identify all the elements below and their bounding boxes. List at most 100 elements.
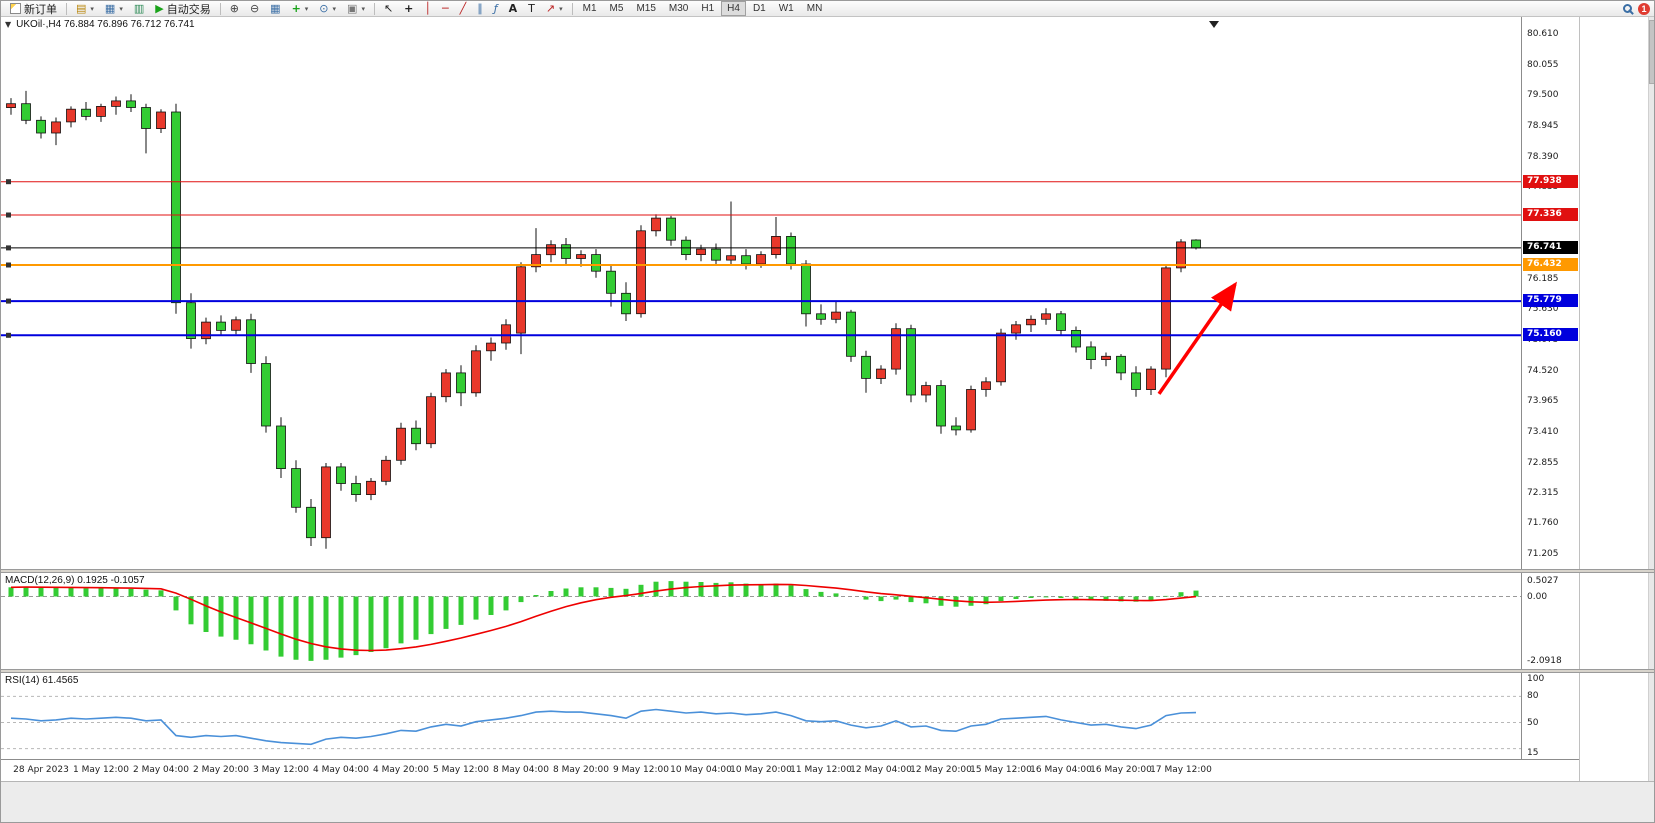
time-axis-label: 15 May 12:00 [970, 765, 1032, 775]
crosshair-icon: + [404, 1, 414, 15]
label-tool-icon: T [528, 1, 535, 15]
rsi-title-bar: RSI(14) 61.4565 [5, 675, 79, 686]
channel-icon: ∥ [477, 1, 483, 15]
price-badge: 75.779 [1523, 294, 1578, 307]
zoom-out-button[interactable]: ⊖ [245, 1, 264, 16]
zoom-out-icon: ⊖ [249, 1, 260, 15]
template-icon: ▣ [347, 1, 358, 15]
price-axis-label: 71.760 [1527, 518, 1559, 528]
tf-button-m30[interactable]: M30 [663, 1, 694, 16]
price-axis-label: 78.945 [1527, 121, 1559, 131]
pane-resize-divider[interactable] [1, 569, 1654, 573]
template-button[interactable]: ▣ ▾ [342, 1, 370, 16]
scrollbar-thumb[interactable] [1649, 20, 1654, 84]
notification-badge[interactable]: 1 [1638, 2, 1650, 15]
grid-button[interactable]: ▦ [265, 1, 285, 16]
channel-tool-button[interactable]: ∥ [472, 1, 488, 16]
macd-axis[interactable]: 0.5027 0.00 -2.0918 [1521, 573, 1579, 669]
plus-icon: + [291, 1, 301, 15]
time-axis-label: 2 May 04:00 [133, 765, 189, 775]
vline-tool-button[interactable]: │ [419, 1, 436, 16]
arrows-tool-button[interactable]: ↗ ▾ [541, 1, 568, 16]
tf-button-m15[interactable]: M15 [630, 1, 661, 16]
price-axis-label: 73.410 [1527, 427, 1559, 437]
time-axis-label: 1 May 12:00 [73, 765, 129, 775]
tf-button-m1[interactable]: M1 [577, 1, 603, 16]
time-axis-label: 2 May 20:00 [193, 765, 249, 775]
profiles-button[interactable]: ▦ ▾ [100, 1, 128, 16]
time-axis-label: 12 May 20:00 [910, 765, 972, 775]
new-order-icon [10, 3, 21, 14]
chevron-down-icon: ▾ [332, 4, 337, 13]
vertical-scrollbar[interactable] [1648, 17, 1654, 781]
rsi-pane: RSI(14) 61.4565 100 80 50 15 [1, 673, 1579, 759]
bottom-strip [1, 781, 1654, 822]
price-badge: 76.432 [1523, 258, 1578, 271]
new-order-button[interactable]: 新订单 [5, 1, 62, 16]
price-badge: 77.336 [1523, 208, 1578, 221]
toolbar-separator [219, 2, 221, 15]
macd-axis-label: 0.00 [1527, 592, 1548, 602]
tf-button-d1[interactable]: D1 [747, 1, 772, 16]
zoom-in-button[interactable]: ⊕ [225, 1, 244, 16]
rsi-chart-canvas[interactable] [1, 673, 1521, 759]
label-tool-button[interactable]: T [523, 1, 540, 16]
toolbar-right-group: 1 [1623, 2, 1652, 15]
pane-resize-divider[interactable] [1, 669, 1654, 673]
search-icon[interactable] [1623, 4, 1632, 13]
new-order-label: 新订单 [24, 3, 57, 16]
trendline-tool-button[interactable]: ╱ [455, 1, 472, 16]
rsi-axis[interactable]: 100 80 50 15 [1521, 673, 1579, 759]
chart-title-bar: ▼ UKOil·,H4 76.884 76.896 76.712 76.741 [5, 19, 195, 30]
chart-title: UKOil·,H4 76.884 76.896 76.712 76.741 [16, 19, 195, 30]
hline-tool-button[interactable]: ─ [437, 1, 454, 16]
price-axis[interactable]: 80.61080.05579.50078.94578.39077.83577.2… [1521, 17, 1579, 569]
charts-button[interactable]: ▤ ▾ [71, 1, 99, 16]
add-indicator-button[interactable]: + ▾ [287, 1, 314, 16]
macd-chart-canvas[interactable] [1, 573, 1521, 669]
tf-button-mn[interactable]: MN [801, 1, 829, 16]
cursor-icon: ↖ [383, 1, 394, 15]
time-axis[interactable]: 28 Apr 2023 1 May 12:00 2 May 04:00 2 May 2… [1, 759, 1579, 781]
price-axis-label: 79.500 [1527, 90, 1559, 100]
grid-icon: ▦ [270, 1, 281, 15]
text-tool-button[interactable]: A [504, 1, 523, 16]
price-pane: ▼ UKOil·,H4 76.884 76.896 76.712 76.741 … [1, 17, 1579, 569]
time-axis-label: 10 May 04:00 [670, 765, 732, 775]
text-tool-icon: A [508, 1, 518, 15]
price-badge: 76.741 [1523, 241, 1578, 254]
price-chart-canvas[interactable] [1, 17, 1521, 569]
tf-button-h4[interactable]: H4 [721, 1, 746, 16]
tf-button-w1[interactable]: W1 [773, 1, 800, 16]
toolbar-separator [66, 2, 67, 15]
chevron-down-icon: ▾ [559, 4, 563, 13]
time-axis-label: 11 May 12:00 [790, 765, 852, 775]
time-axis-label: 16 May 20:00 [1090, 765, 1152, 775]
tf-button-h1[interactable]: H1 [695, 1, 720, 16]
cursor-tool-button[interactable]: ↖ [379, 1, 398, 16]
auto-trading-label: 自动交易 [166, 3, 211, 16]
price-axis-label: 80.055 [1527, 60, 1559, 70]
price-axis-label: 72.315 [1527, 488, 1559, 498]
arrow-tool-icon: ↗ [545, 1, 556, 15]
price-axis-label: 75.630 [1527, 304, 1559, 314]
trendline-icon: ╱ [459, 1, 467, 15]
auto-trading-button[interactable]: ▶ 自动交易 [150, 1, 215, 16]
period-button[interactable]: ⊙ ▾ [314, 1, 341, 16]
price-axis-label: 76.185 [1527, 274, 1559, 284]
rsi-axis-label: 80 [1527, 691, 1539, 701]
tf-button-m5[interactable]: M5 [604, 1, 630, 16]
rsi-axis-label: 100 [1527, 674, 1545, 684]
macd-axis-label: 0.5027 [1527, 576, 1559, 586]
vertical-line-icon: │ [424, 1, 432, 15]
symbol-dropdown-icon[interactable]: ▼ [5, 20, 12, 29]
fibonacci-tool-button[interactable]: ƒ [489, 1, 503, 16]
rsi-axis-label: 50 [1527, 718, 1539, 728]
market-watch-button[interactable]: ▥ [129, 1, 149, 16]
price-axis-label: 73.965 [1527, 396, 1559, 406]
play-icon: ▶ [155, 1, 164, 15]
macd-pane: MACD(12,26,9) 0.1925 -0.1057 0.5027 0.00 -… [1, 573, 1579, 669]
crosshair-tool-button[interactable]: + [399, 1, 418, 16]
chevron-down-icon: ▾ [361, 4, 365, 13]
